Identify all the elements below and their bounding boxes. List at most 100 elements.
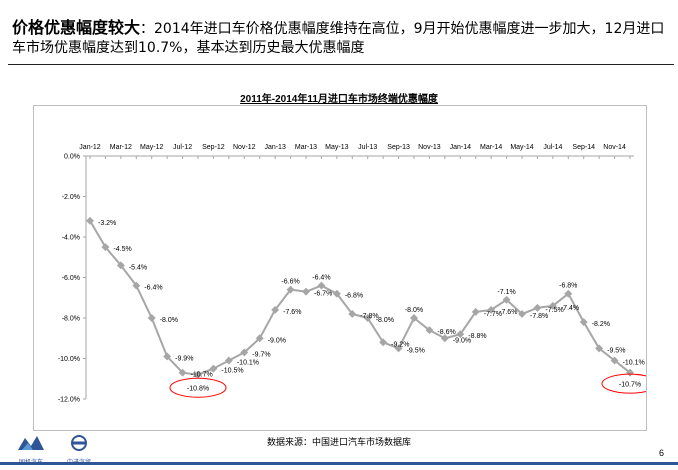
y-tick-label: -2.0%	[62, 194, 80, 201]
data-point	[116, 261, 125, 270]
data-label: -6.8%	[559, 283, 577, 290]
data-label: -5.4%	[129, 264, 147, 271]
x-tick-label: Mar-12	[110, 144, 132, 151]
data-label: -8.0%	[405, 307, 423, 314]
zhongjin-auto-logo-icon	[71, 435, 87, 451]
data-label: -4.5%	[113, 246, 131, 253]
data-label: -10.1%	[623, 360, 645, 367]
header-rule	[8, 64, 674, 65]
data-label: -10.8%	[187, 386, 209, 393]
data-point	[487, 305, 496, 314]
y-tick-label: -8.0%	[62, 316, 80, 323]
data-point	[425, 326, 434, 335]
data-point	[302, 287, 310, 296]
data-label: -9.9%	[175, 355, 193, 362]
data-label: -6.4%	[312, 275, 330, 282]
data-point	[194, 370, 202, 379]
x-tick-label: Mar-14	[480, 144, 502, 151]
data-source: 数据来源：中国进口汽车市场数据库	[266, 437, 411, 447]
data-point	[286, 285, 295, 294]
x-tick-label: Jul-14	[543, 144, 562, 151]
data-label: -6.7%	[314, 291, 332, 298]
data-label: -7.6%	[499, 309, 517, 316]
data-label: -7.5%	[545, 307, 563, 314]
x-tick-label: Jan-12	[79, 144, 101, 151]
data-label: -7.7%	[484, 311, 502, 318]
x-tick-label: Sep-12	[202, 144, 225, 151]
data-point	[410, 314, 418, 322]
data-point	[178, 368, 187, 377]
line-chart: 0.0% -2.0% -4.0% -6.0% -8.0% -10.0% -12.0% Jan-…	[58, 144, 646, 404]
data-point	[363, 314, 372, 322]
footer-line	[0, 462, 678, 465]
page-number: 6	[658, 448, 664, 458]
data-label: -8.0%	[160, 317, 178, 324]
data-point	[240, 348, 249, 357]
guoji-auto-logo-icon	[18, 436, 44, 450]
highlight-ellipse	[601, 373, 646, 394]
x-tick-label: Nov-12	[233, 144, 256, 151]
data-point	[163, 352, 172, 361]
data-label: -7.8%	[530, 313, 548, 320]
data-point	[101, 243, 110, 252]
y-tick-label: 0.0%	[64, 154, 80, 161]
data-label: -3.2%	[98, 220, 116, 227]
x-tick-label: Mar-13	[295, 144, 317, 151]
y-tick-label: -12.0%	[58, 397, 80, 404]
data-point	[471, 307, 480, 316]
data-label: -9.5%	[607, 347, 625, 354]
headline-bold: 价格优惠幅度较大	[12, 18, 141, 37]
headline: 价格优惠幅度较大：2014年进口车价格优惠幅度维持在高位，9月开始优惠幅度进一步…	[12, 18, 672, 58]
y-tick-label: -6.0%	[62, 275, 80, 282]
data-point	[317, 281, 326, 290]
data-label: -9.0%	[453, 337, 471, 344]
headline-colon: ：	[140, 21, 155, 37]
x-tick-label: Jul-13	[358, 144, 377, 151]
data-label: -9.2%	[391, 341, 409, 348]
data-label: -9.0%	[268, 337, 286, 344]
data-label: -10.1%	[237, 360, 259, 367]
data-point	[224, 356, 233, 365]
data-label: -10.5%	[221, 368, 243, 375]
x-tick-label: Jan-13	[264, 144, 286, 151]
x-tick-label: Jan-14	[450, 144, 472, 151]
data-point	[332, 289, 341, 298]
x-tick-label: Sep-14	[572, 144, 595, 151]
data-label: -10.7%	[619, 382, 641, 389]
highlight-ellipse	[169, 377, 227, 398]
x-tick-label: May-13	[325, 144, 348, 151]
data-label: -8.6%	[437, 329, 455, 336]
data-label: -8.0%	[376, 317, 394, 324]
data-label: -9.7%	[252, 351, 270, 358]
data-label: -6.8%	[345, 293, 363, 300]
x-tick-label: May-12	[140, 144, 163, 151]
chart-title: 2011年-2014年11月进口车市场终端优惠幅度	[240, 94, 438, 105]
data-point	[255, 334, 264, 343]
data-label: -9.5%	[407, 347, 425, 354]
y-tick-label: -10.0%	[58, 356, 80, 363]
data-label: -6.6%	[281, 279, 299, 286]
data-point	[147, 314, 156, 322]
data-label: -8.2%	[592, 321, 610, 328]
data-point	[132, 281, 141, 290]
chart-frame: 0.0% -2.0% -4.0% -6.0% -8.0% -10.0% -12.0% Jan-…	[33, 105, 647, 431]
data-label: -10.7%	[191, 372, 213, 379]
x-tick-label: Nov-14	[603, 144, 626, 151]
data-point	[533, 303, 542, 312]
headline-text: 2014年进口车价格优惠幅度维持在高位，9月开始优惠幅度进一步加大，12月进口车…	[12, 21, 665, 56]
data-label: -7.4%	[561, 305, 579, 312]
data-point	[394, 344, 403, 353]
x-tick-label: May-14	[510, 144, 533, 151]
data-label: -6.4%	[144, 285, 162, 292]
data-label: -7.6%	[283, 309, 301, 316]
data-point	[440, 334, 449, 343]
y-tick-label: -4.0%	[62, 235, 80, 242]
data-label: -8.8%	[468, 333, 486, 340]
data-point	[502, 295, 511, 304]
data-point	[209, 364, 218, 373]
data-label: -7.1%	[497, 289, 515, 296]
data-label: -7.8%	[360, 313, 378, 320]
data-point	[595, 344, 604, 353]
x-tick-label: Nov-13	[418, 144, 441, 151]
x-tick-label: Jul-12	[173, 144, 192, 151]
